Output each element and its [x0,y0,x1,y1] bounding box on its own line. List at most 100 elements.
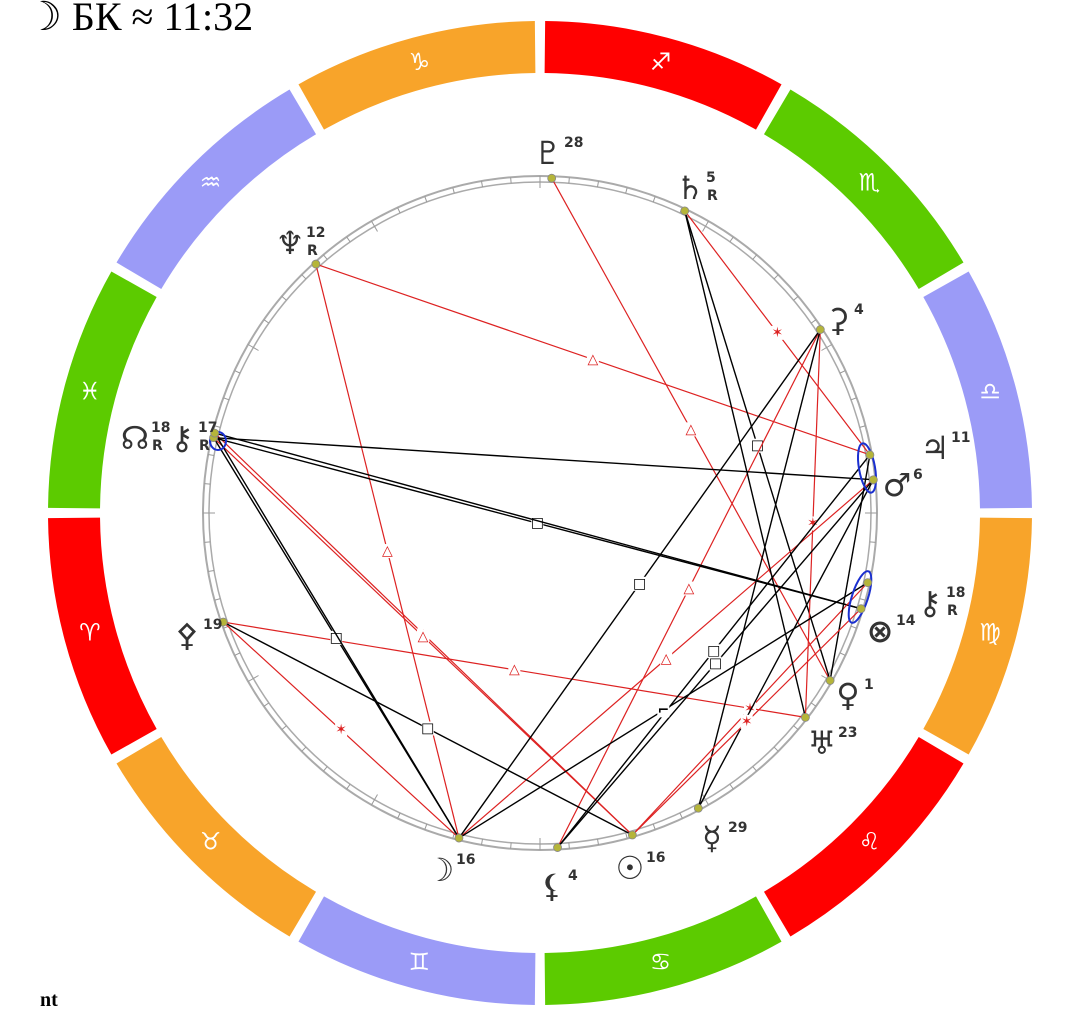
body-retro: R [199,438,210,454]
sign-segment [298,21,536,130]
inner-circle [208,181,872,845]
tick [839,370,846,374]
sign-segment [116,736,317,937]
body-dot [801,712,810,722]
aspect-bg [684,422,697,437]
tick [625,187,628,194]
tick [752,766,758,772]
body-degree: 4 [568,868,578,884]
tick [729,783,734,790]
body-degree: 4 [854,302,864,318]
body-degree: 18 [946,585,965,601]
tick [821,344,833,351]
aspect-symbol: △ [509,662,520,678]
tick [234,370,241,374]
tick [346,783,351,790]
aspect-bg [709,656,722,671]
body-dot [825,676,835,685]
tick [301,274,307,280]
aspect-symbol: △ [382,543,393,559]
body-glyph: ♇ [534,134,563,172]
aspect-bg [633,576,646,591]
aspect-bg [707,644,720,659]
aspect-symbol: △ [661,651,672,667]
sign-segment [48,517,157,755]
aspect-symbol: □ [421,721,434,737]
tick [322,254,328,260]
body-glyph: ♆ [276,224,305,262]
tick [234,652,241,656]
aspect-line [214,432,460,839]
body-glyph: ☉ [616,849,645,887]
tick [625,832,628,839]
aspect-line [697,479,874,809]
aspect-bg [771,325,784,340]
aspect-bg [381,544,394,559]
sign-segment [763,736,964,937]
tick [859,598,866,601]
tick [397,812,401,819]
body-degree: 29 [728,820,747,836]
sign-glyph: ♈ [79,619,101,647]
sign-segment [116,89,317,290]
body-degree: 6 [913,467,923,483]
aspect-bg [657,703,670,718]
body-glyph: ♃ [921,429,950,467]
body-glyph: ♂ [883,466,912,504]
body-dot [863,578,873,588]
sign-glyph: ♍ [979,619,1001,647]
body-glyph: ⚸ [540,867,563,905]
tick [214,598,221,601]
body-degree: 1 [864,677,874,693]
body-dot [815,325,825,334]
tick [263,319,270,324]
tick [424,196,428,203]
aspect-symbol: □ [633,576,646,592]
sign-glyph: ♏ [859,168,881,196]
tick [510,177,512,184]
aspect-bg [751,438,764,453]
sign-segment [923,517,1032,755]
sign-segment [298,896,536,1005]
tick [397,207,401,214]
tick [850,397,857,401]
body-dot [210,428,220,438]
tick [214,425,221,428]
body-degree: 18 [151,420,170,436]
tick [247,344,259,351]
body-degree: 16 [456,852,475,868]
tick [839,652,846,656]
body-glyph: ☊ [121,419,149,457]
body-dot [680,206,690,216]
aspect-symbol: ⌐ [657,702,669,718]
body-glyph: ⚷ [170,419,193,457]
body-degree: 5 [706,170,716,186]
tick [773,746,779,752]
tick [793,725,799,731]
body-dot [311,259,321,269]
tick [346,236,351,243]
sign-glyph: ♋ [650,948,672,976]
tick [568,842,570,849]
aspect-symbol: □ [531,515,544,531]
body-glyph: ☽ [426,851,455,889]
aspect-symbol: △ [418,628,429,644]
aspect-symbol: □ [330,630,343,646]
tick [729,236,734,243]
aspect-bg [660,651,673,666]
aspect-bg [335,723,348,738]
sign-glyph: ♓ [79,377,101,405]
body-degree: 23 [838,725,857,741]
tick [452,187,455,194]
tick [301,746,307,752]
body-glyph: ♅ [808,724,837,762]
tick [371,794,378,806]
tick [204,541,211,543]
aspect-line [214,432,862,610]
aspect-symbol: ✶ [771,325,783,341]
sign-glyph: ♐ [650,48,672,76]
tick [869,541,876,543]
body-dot [865,450,875,460]
sign-glyph: ♌ [859,828,881,856]
aspect-symbol: □ [709,656,722,672]
